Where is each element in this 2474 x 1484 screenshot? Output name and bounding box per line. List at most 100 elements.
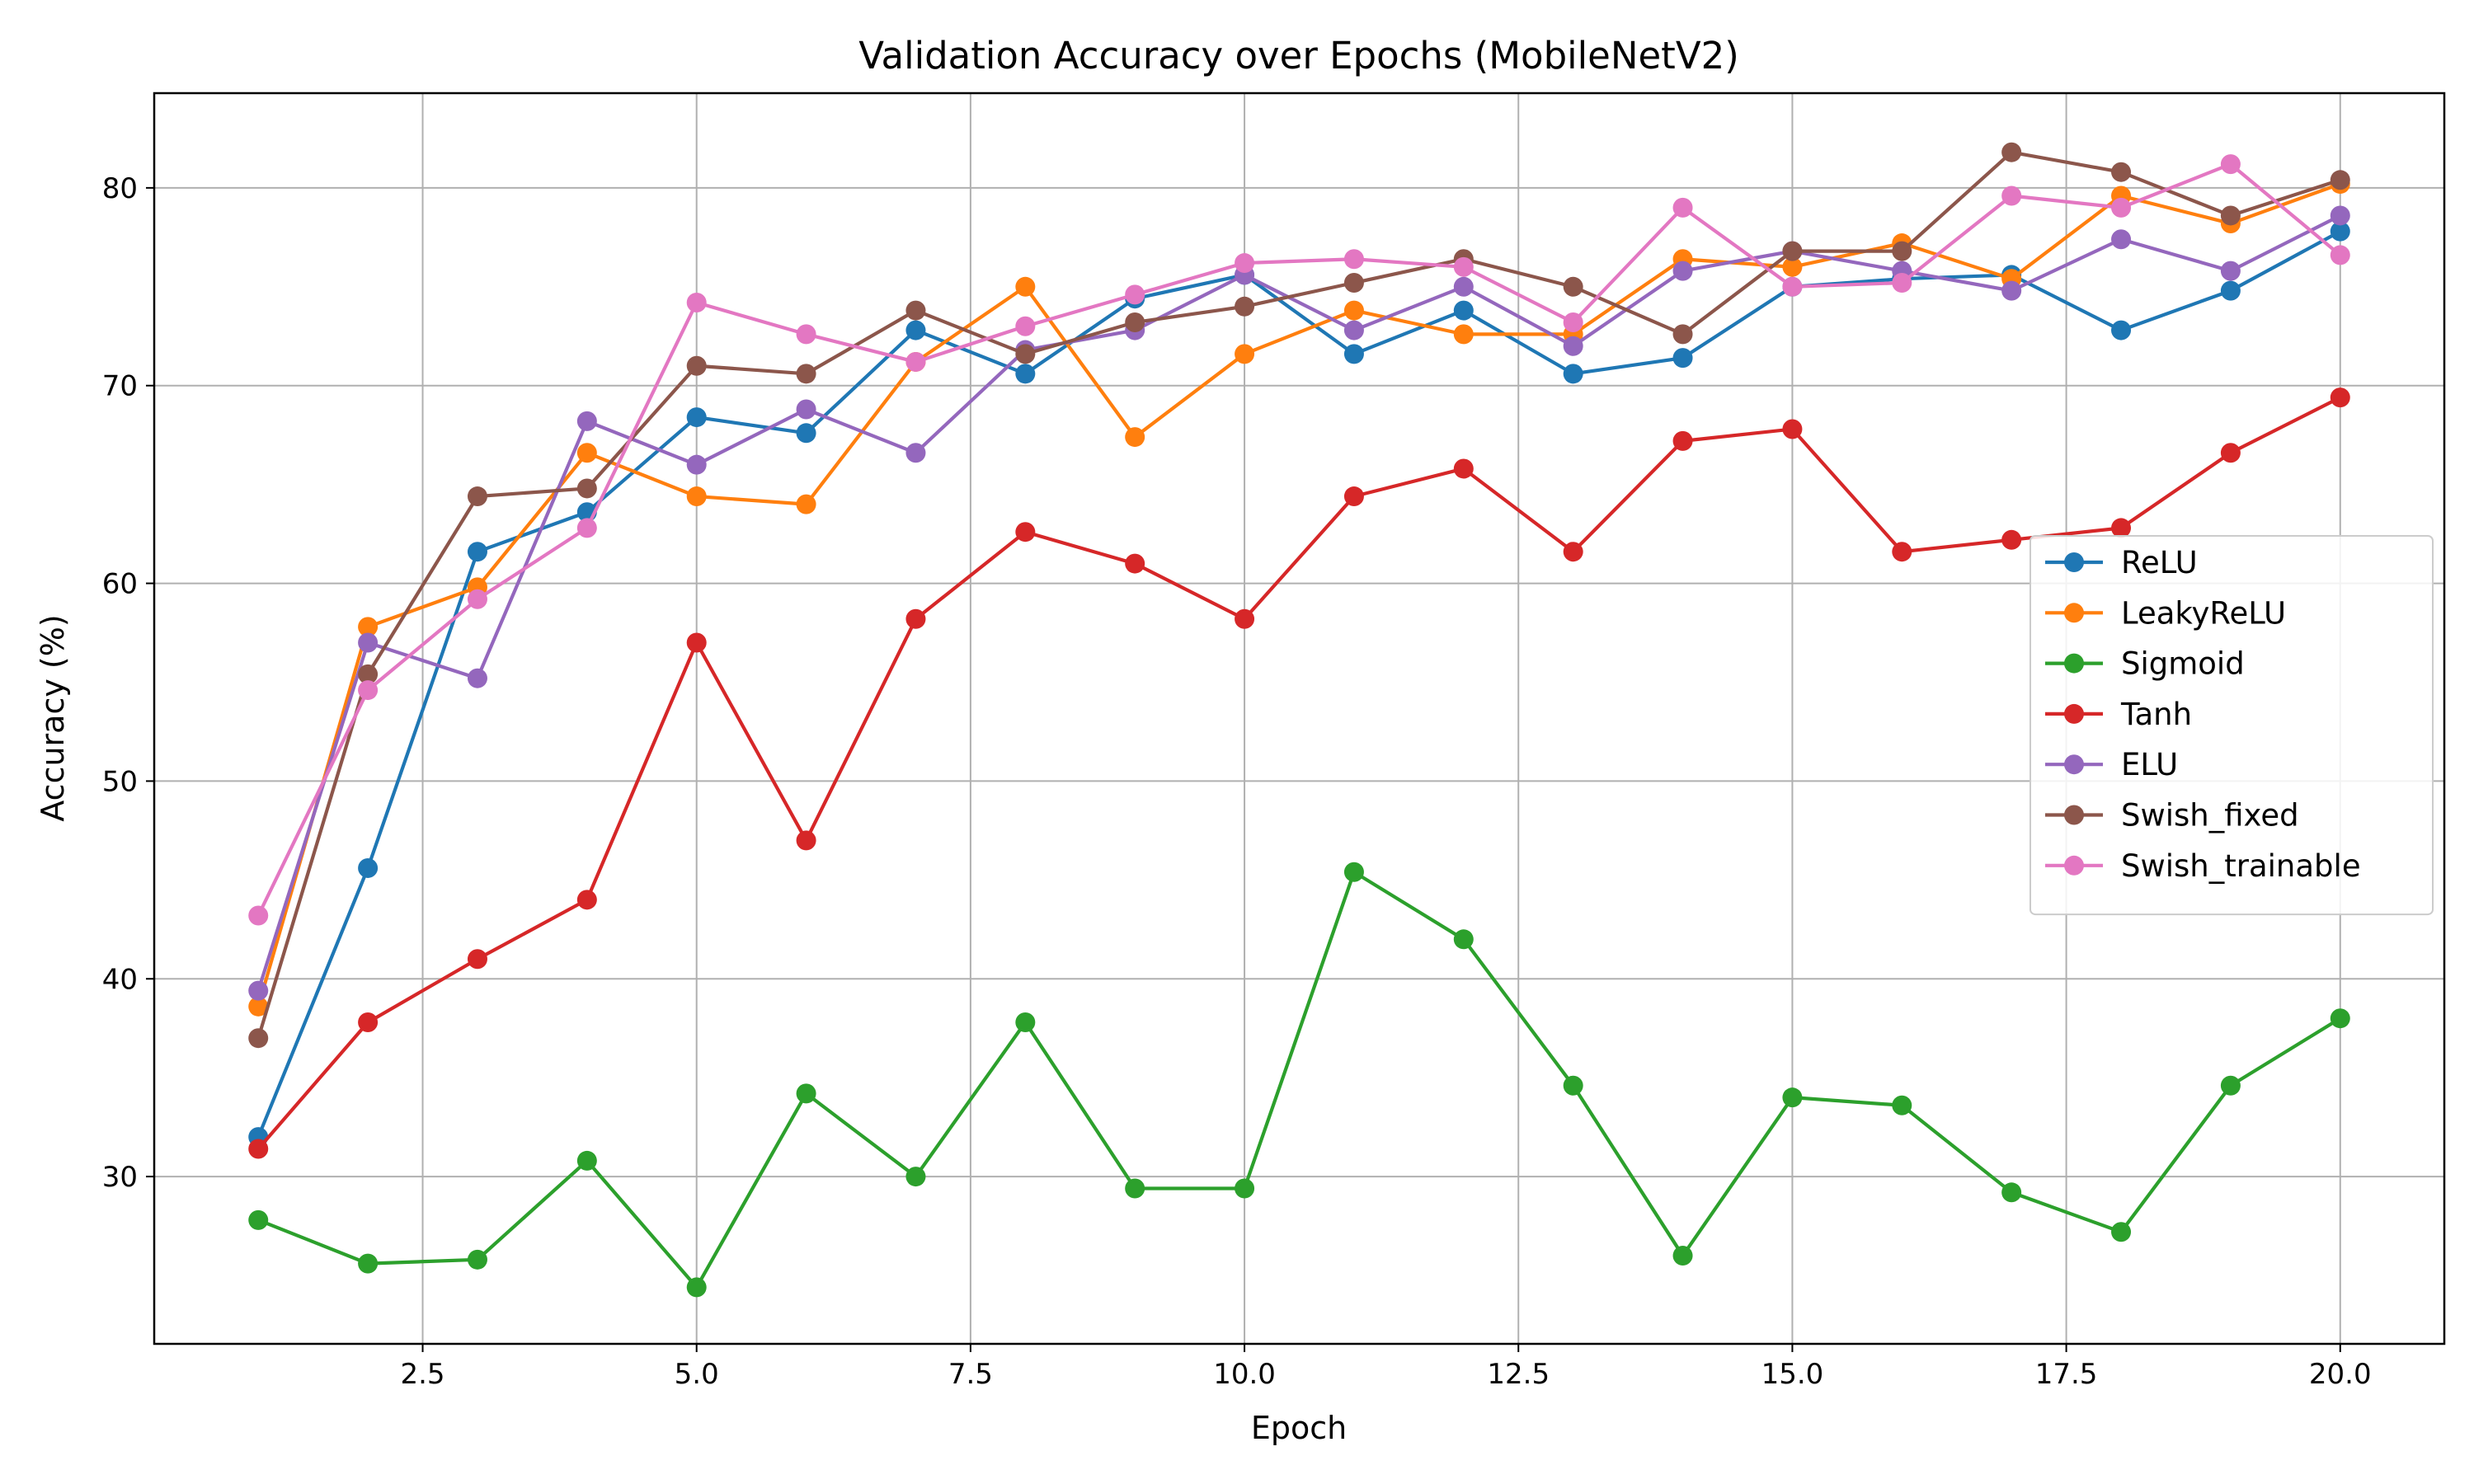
legend-swatch-marker xyxy=(2064,653,2084,674)
data-point-tanh xyxy=(1672,430,1693,451)
data-point-tanh xyxy=(1125,553,1145,574)
data-point-tanh xyxy=(686,632,707,653)
data-point-relu xyxy=(686,407,707,428)
data-point-swish-trainable xyxy=(358,680,379,701)
legend-swatch-marker xyxy=(2064,805,2084,825)
data-point-sigmoid xyxy=(1235,1178,1255,1199)
data-point-sigmoid xyxy=(1015,1012,1036,1033)
data-point-swish-trainable xyxy=(2111,197,2132,218)
legend: ReLU LeakyReLU Sigmoid Tanh ELU Swish_fixed Sw… xyxy=(2030,535,2434,916)
data-point-swish-trainable xyxy=(1453,256,1474,277)
data-point-leakyrelu xyxy=(1235,344,1255,364)
y-tick-label: 60 xyxy=(102,568,138,601)
data-point-elu xyxy=(905,443,926,463)
plot-frame xyxy=(153,92,2446,1345)
x-tick-label: 2.5 xyxy=(400,1358,444,1391)
series-line-relu xyxy=(256,229,2341,1138)
data-point-swish-trainable xyxy=(248,905,269,926)
data-point-swish-trainable xyxy=(2330,245,2350,265)
data-point-tanh xyxy=(1343,486,1364,507)
data-point-tanh xyxy=(2111,518,2132,538)
data-point-elu xyxy=(358,632,379,653)
axis-ticks: 2.5 5.0 7.5 10.0 12.5 15.0 17.5 20.0 30 40 50 60 70 8… xyxy=(102,172,2372,1391)
data-point-relu xyxy=(1453,300,1474,321)
data-point-swish-fixed xyxy=(905,300,926,321)
data-point-sigmoid xyxy=(905,1167,926,1187)
legend-label: Swish_fixed xyxy=(2121,798,2299,834)
data-point-elu xyxy=(1453,276,1474,297)
data-point-tanh xyxy=(2001,529,2022,550)
data-point-swish-fixed xyxy=(1015,344,1036,364)
data-point-leakyrelu xyxy=(358,617,379,637)
data-point-leakyrelu xyxy=(796,494,816,514)
data-point-swish-fixed xyxy=(2111,162,2132,182)
data-point-sigmoid xyxy=(1892,1095,1912,1115)
data-point-tanh xyxy=(1892,542,1912,562)
x-tick-label: 20.0 xyxy=(2309,1358,2372,1391)
data-point-tanh xyxy=(905,608,926,629)
data-point-swish-fixed xyxy=(1235,296,1255,317)
data-point-relu xyxy=(2220,280,2241,301)
data-point-elu xyxy=(2220,261,2241,281)
y-tick-label: 40 xyxy=(102,963,138,996)
data-point-swish-trainable xyxy=(1125,284,1145,305)
data-point-elu xyxy=(2111,229,2132,250)
data-point-swish-fixed xyxy=(2220,205,2241,226)
series-line-leakyrelu xyxy=(256,182,2341,1007)
data-point-swish-trainable xyxy=(1015,316,1036,336)
series-line-elu xyxy=(256,214,2341,992)
data-point-tanh xyxy=(2220,443,2241,463)
data-point-relu xyxy=(905,320,926,340)
data-point-elu xyxy=(686,454,707,475)
data-point-elu xyxy=(467,668,487,688)
x-tick-label: 10.0 xyxy=(1213,1358,1276,1391)
series-tanh xyxy=(248,387,2350,1159)
data-point-relu xyxy=(1015,364,1036,384)
data-point-sigmoid xyxy=(1563,1075,1583,1096)
data-point-relu xyxy=(2330,221,2350,242)
data-point-sigmoid xyxy=(2001,1182,2022,1203)
data-point-tanh xyxy=(1015,522,1036,542)
data-point-swish-fixed xyxy=(796,364,816,384)
legend-swatch-marker xyxy=(2064,703,2084,724)
data-point-leakyrelu xyxy=(1125,427,1145,448)
data-point-swish-fixed xyxy=(467,486,487,507)
series-line-tanh xyxy=(256,396,2341,1150)
data-point-swish-trainable xyxy=(2220,154,2241,175)
data-point-sigmoid xyxy=(2111,1222,2132,1242)
legend-label: ELU xyxy=(2121,747,2178,782)
data-point-swish-trainable xyxy=(1672,197,1693,218)
data-point-elu xyxy=(2001,280,2022,301)
data-point-swish-fixed xyxy=(1563,276,1583,297)
series-swish-trainable xyxy=(248,154,2350,926)
data-point-elu xyxy=(1563,336,1583,356)
data-point-tanh xyxy=(1563,542,1583,562)
data-point-tanh xyxy=(576,890,597,910)
legend-label: ReLU xyxy=(2121,545,2198,580)
data-point-leakyrelu xyxy=(686,486,707,507)
legend-swatch-marker xyxy=(2064,552,2084,572)
series-line-swish-trainable xyxy=(256,162,2342,917)
x-tick-label: 5.0 xyxy=(675,1358,719,1391)
data-point-tanh xyxy=(248,1139,269,1159)
data-point-swish-fixed xyxy=(686,355,707,376)
data-point-tanh xyxy=(1235,608,1255,629)
y-tick-label: 50 xyxy=(102,765,138,798)
data-point-tanh xyxy=(467,949,487,970)
legend-swatch-marker xyxy=(2064,855,2084,876)
series-line-swish-fixed xyxy=(256,150,2341,1039)
series-sigmoid xyxy=(248,862,2350,1298)
data-point-swish-fixed xyxy=(1892,241,1912,261)
data-point-swish-fixed xyxy=(2330,170,2350,190)
y-tick-label: 30 xyxy=(102,1161,138,1194)
x-tick-label: 15.0 xyxy=(1761,1358,1824,1391)
legend-item-leakyrelu: LeakyReLU xyxy=(2045,595,2286,631)
legend-item-swish-trainable: Swish_trainable xyxy=(2045,848,2361,884)
data-point-tanh xyxy=(796,830,816,851)
data-point-sigmoid xyxy=(2220,1075,2241,1096)
y-tick-label: 70 xyxy=(102,370,138,403)
data-point-sigmoid xyxy=(467,1249,487,1270)
data-point-sigmoid xyxy=(686,1277,707,1298)
data-point-elu xyxy=(576,411,597,431)
data-point-swish-trainable xyxy=(1782,276,1803,297)
